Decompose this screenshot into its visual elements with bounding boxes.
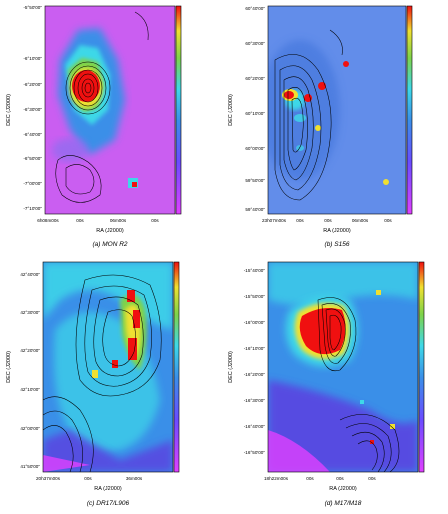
panel-d-ylabel: DEC (J2000) xyxy=(228,351,234,383)
panel-b-xtick: 00s xyxy=(384,218,392,223)
panel-c-ytick: 42°40'00" xyxy=(20,272,40,277)
panel-c-ytick: 42°20'00" xyxy=(20,348,40,353)
panel-d-ytick: -15°50'00" xyxy=(244,294,266,299)
panel-b-ytick: 60°10'00" xyxy=(245,111,265,116)
panel-b-xlabel: RA (J2000) xyxy=(323,228,351,234)
panel-d-ytick: -16°10'00" xyxy=(244,346,266,351)
panel-d-xtick: 00s xyxy=(336,476,344,481)
panel-b-ylabel: DEC (J2000) xyxy=(228,94,234,126)
panel-a-image xyxy=(45,6,175,214)
panel-a-ytick: -7°10'00" xyxy=(23,206,42,211)
panel-d-caption: (d) M17/M18 xyxy=(325,500,362,507)
panel-d-xtick: 00s xyxy=(368,476,376,481)
panel-b-ytick: 60°20'00" xyxy=(245,76,265,81)
panel-a-ytick: -6°40'00" xyxy=(23,132,42,137)
panel-c-ytick: 42°30'00" xyxy=(20,310,40,315)
panel-b-ytick: 60°40'00" xyxy=(245,6,265,11)
panel-d-contours xyxy=(317,297,400,472)
panel-a-ytick: -6°30'00" xyxy=(23,107,42,112)
panel-a-caption: (a) MON R2 xyxy=(92,241,127,248)
panel-c-image xyxy=(43,262,173,472)
panel-c-ylabel: DEC (J2000) xyxy=(6,351,12,383)
panel-d-ytick: -16°00'00" xyxy=(244,320,266,325)
panel-c-ytick: 42°10'00" xyxy=(20,387,40,392)
panel-d-image xyxy=(268,262,418,472)
panel-a-contours xyxy=(55,11,149,203)
panel-c-ytick: 41°50'00" xyxy=(20,464,40,469)
panel-d-xlabel: RA (J2000) xyxy=(329,486,357,492)
panel-b-xtick: 23h07m00s xyxy=(262,218,287,223)
panel-d-xtick: 18h22m00s xyxy=(264,476,289,481)
panel-a-xlabel: RA (J2000) xyxy=(96,228,124,234)
panel-a-xtick: 00s xyxy=(76,218,84,223)
panel-d-ytick: -16°50'00" xyxy=(244,450,266,455)
panel-a-ytick: -7°00'00" xyxy=(23,181,42,186)
panel-a-ytick: -6°10'00" xyxy=(23,56,42,61)
panel-c-xtick: 36m00s xyxy=(126,476,143,481)
panel-b-caption: (b) S156 xyxy=(325,241,350,248)
panel-b-colorbar xyxy=(407,6,412,214)
panel-a: -5°50'00" -6°10'00" -6°20'00" -6°30'00" … xyxy=(6,5,182,248)
panel-d-ytick: -16°30'00" xyxy=(244,398,266,403)
panel-a-xtick: 00s xyxy=(151,218,159,223)
panel-c-caption: (c) DR17/L906 xyxy=(87,500,130,507)
panel-d-ytick: -16°20'00" xyxy=(244,372,266,377)
panel-b-xtick: 00s xyxy=(296,218,304,223)
panel-a-ytick: -5°50'00" xyxy=(23,5,42,10)
panel-c-colorbar xyxy=(174,262,179,472)
panel-b-xtick: 00s xyxy=(324,218,332,223)
panel-b-contours xyxy=(274,29,343,201)
panel-a-ylabel: DEC (J2000) xyxy=(6,94,12,126)
panel-c-contours xyxy=(43,274,162,472)
panel-d-xtick: 00s xyxy=(306,476,314,481)
panel-b-xtick: 06m00s xyxy=(352,218,369,223)
panel-c-ytick: 42°00'00" xyxy=(20,426,40,431)
panel-a-colorbar xyxy=(176,6,181,214)
panel-a-xtick: 06m00s xyxy=(110,218,127,223)
panel-a-ytick: -6°50'00" xyxy=(23,156,42,161)
panel-a-ytick: -6°20'00" xyxy=(23,82,42,87)
panel-c-xtick: 20h37m00s xyxy=(36,476,61,481)
panel-b-ytick: 59°50'00" xyxy=(245,178,265,183)
panel-b-image xyxy=(268,6,406,214)
panel-b-ytick: 60°30'00" xyxy=(245,41,265,46)
panel-a-xtick: 6h08m00s xyxy=(37,218,59,223)
panel-d-ytick: -15°40'00" xyxy=(244,268,266,273)
panel-d-colorbar xyxy=(419,262,424,472)
panel-d: -15°40'00" -15°50'00" -16°00'00" -16°10'… xyxy=(228,261,425,507)
panel-d-ytick: -16°40'00" xyxy=(244,424,266,429)
panel-b: 60°40'00" 60°30'00" 60°20'00" 60°10'00" … xyxy=(228,5,413,248)
panel-b-ytick: 60°00'00" xyxy=(245,146,265,151)
panel-c-xlabel: RA (J2000) xyxy=(94,486,122,492)
panel-c-xtick: 00s xyxy=(84,476,92,481)
panel-c: 42°40'00" 42°30'00" 42°20'00" 42°10'00" … xyxy=(6,261,180,507)
panel-b-ytick: 59°40'00" xyxy=(245,207,265,212)
